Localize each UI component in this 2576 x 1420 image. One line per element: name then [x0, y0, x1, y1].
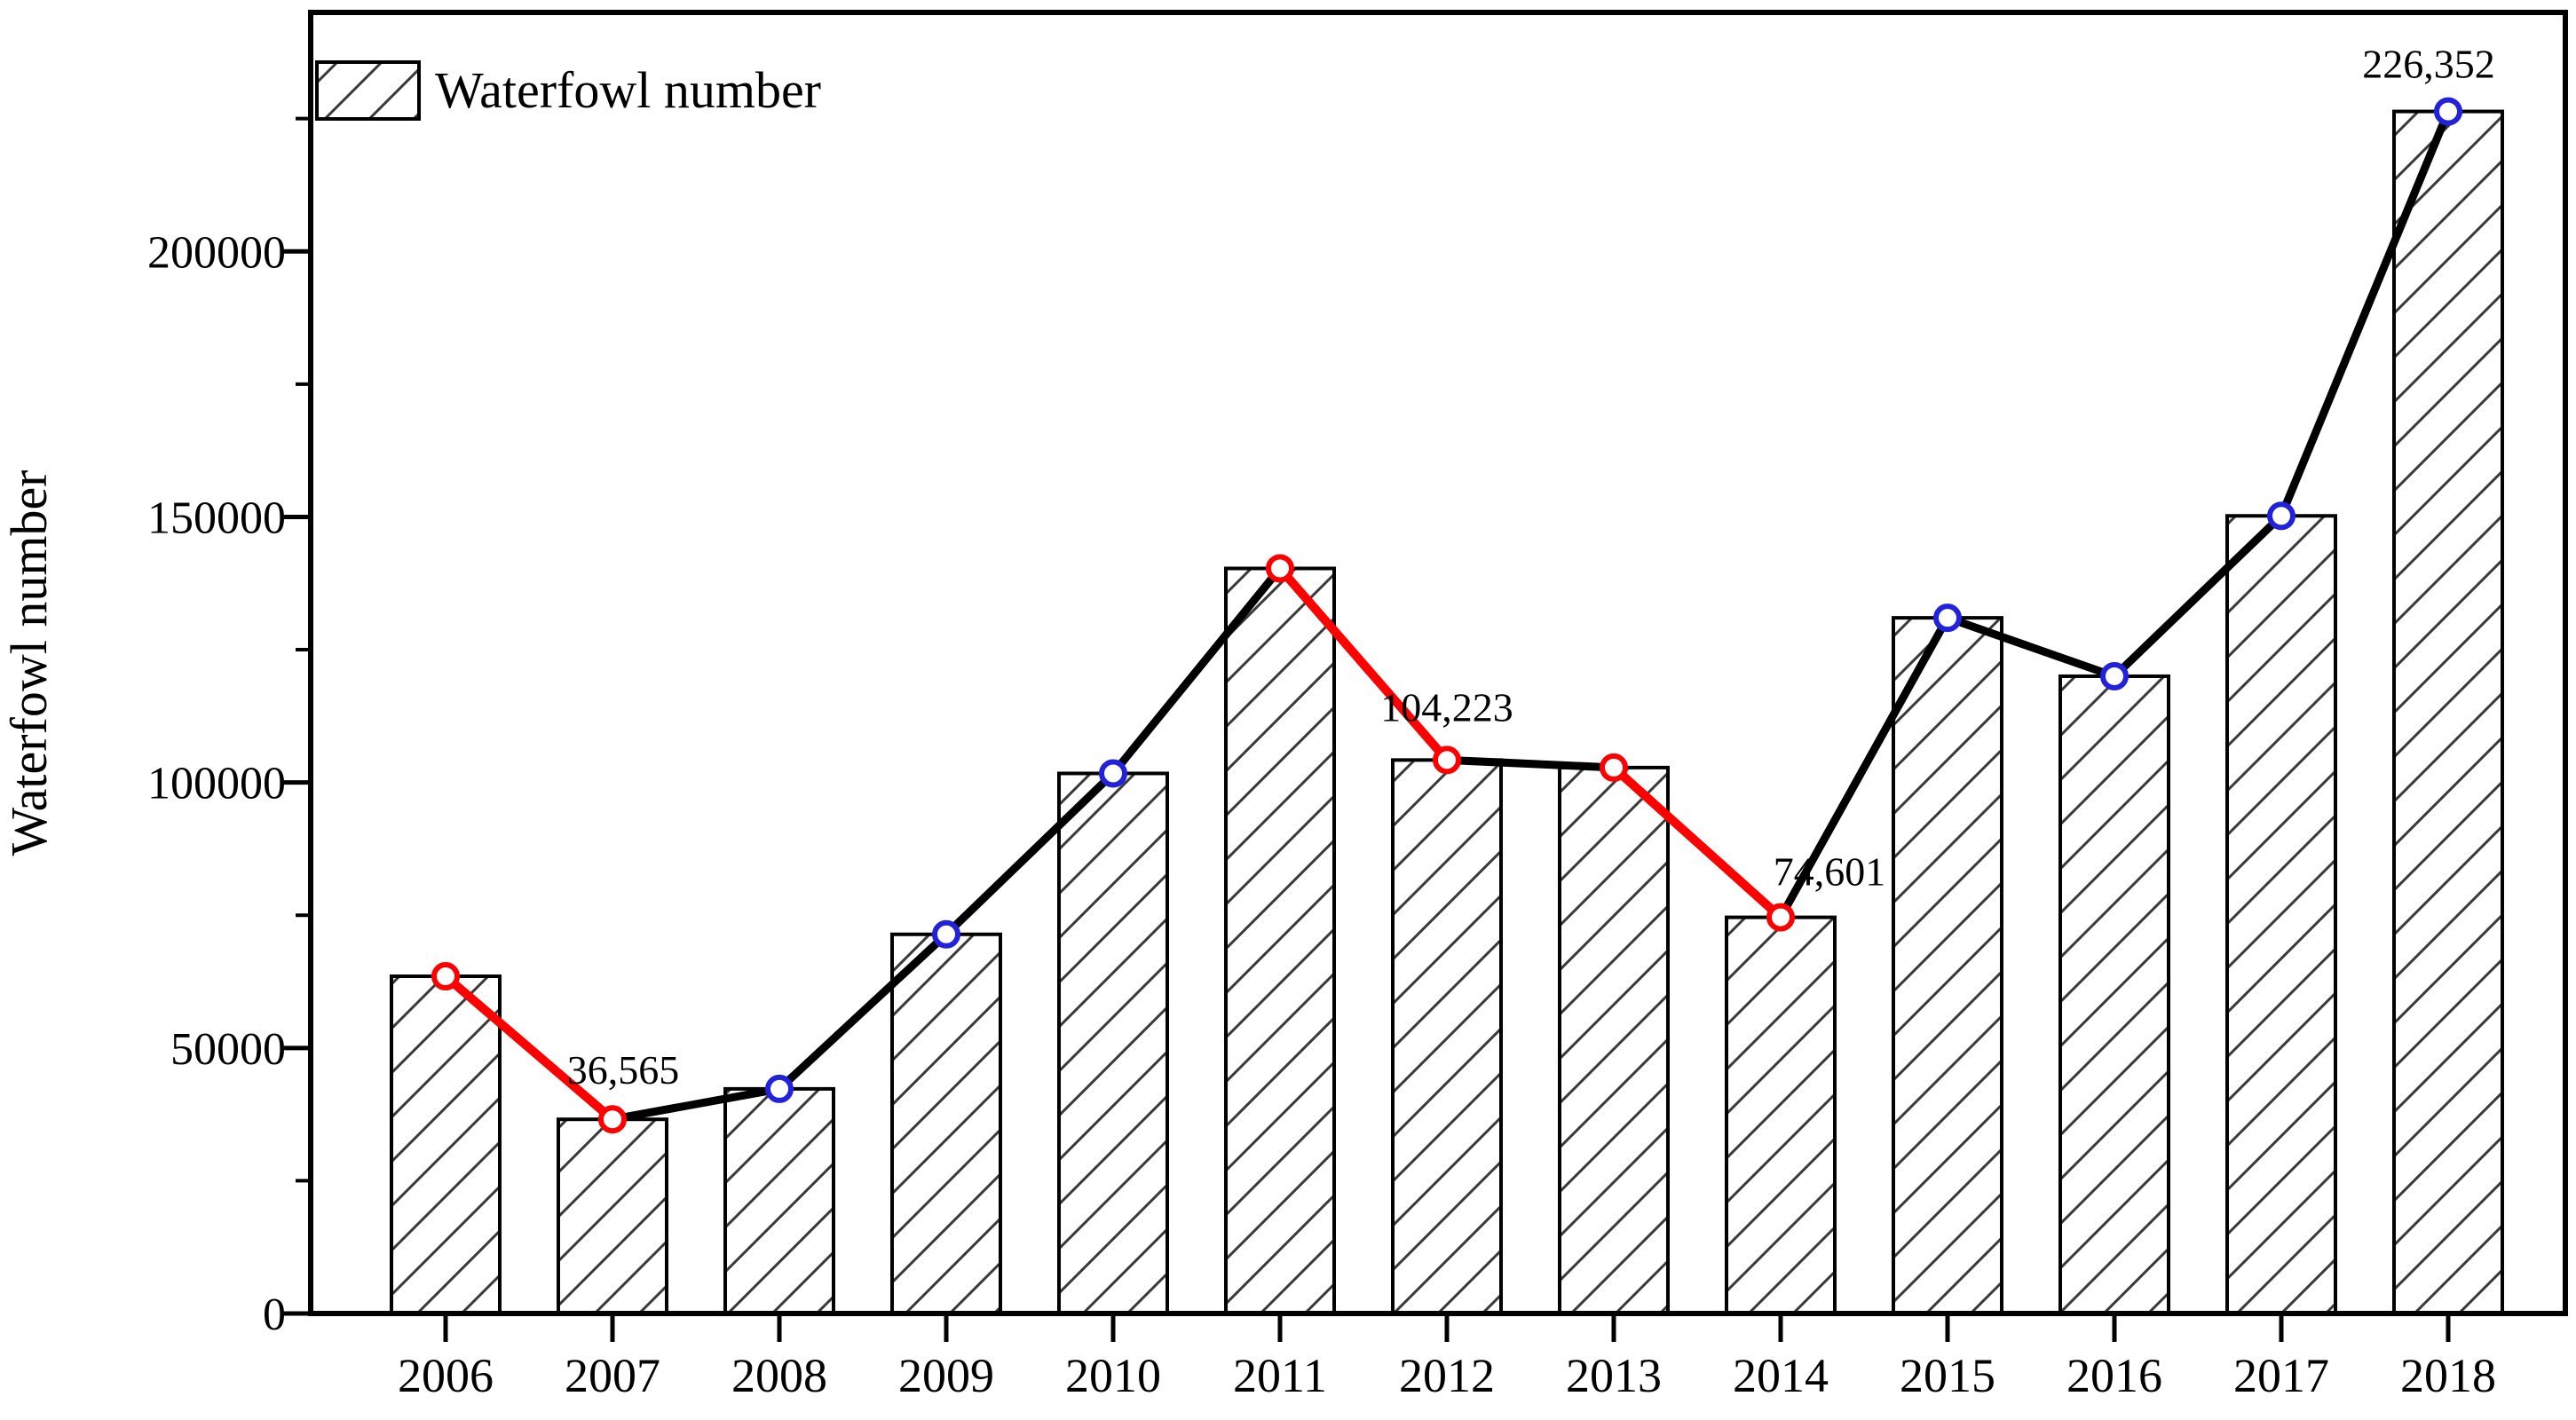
point-label-2012: 104,223 — [1380, 684, 1513, 730]
x-tick-label-2006: 2006 — [398, 1349, 494, 1402]
point-label-2018: 226,352 — [2362, 42, 2495, 87]
trend-segment-2012-2013 — [1442, 755, 1618, 772]
y-tick-label-200000: 200000 — [147, 227, 286, 278]
x-tick-label-2010: 2010 — [1065, 1349, 1161, 1402]
x-tick-label-2011: 2011 — [1233, 1349, 1327, 1402]
y-axis-title: Waterfowl number — [0, 470, 58, 856]
trend-markers — [431, 97, 2462, 1134]
trend-segment-2011-2012 — [1276, 564, 1451, 765]
y-tick-label-50000: 50000 — [170, 1024, 286, 1075]
bar-2006 — [390, 974, 502, 1315]
bar-series — [390, 109, 2504, 1316]
x-tick-label-2017: 2017 — [2233, 1349, 2329, 1402]
bar-2013 — [1558, 765, 1670, 1315]
bar-2018 — [2392, 109, 2504, 1316]
bar-2010 — [1057, 771, 1169, 1315]
trend-segment-2015-2016 — [1943, 613, 2119, 681]
bar-2007 — [557, 1117, 668, 1316]
x-tick-label-2014: 2014 — [1733, 1349, 1829, 1402]
x-tick-label-2008: 2008 — [731, 1349, 827, 1402]
bar-2012 — [1391, 758, 1503, 1315]
legend-swatch-hatched-bar — [315, 60, 421, 121]
data-point-2008 — [765, 1074, 794, 1103]
data-point-2015 — [1933, 604, 1962, 633]
point-label-2014: 74,601 — [1774, 849, 1886, 895]
legend-label: Waterfowl number — [435, 61, 821, 119]
trend-segment-2010-2011 — [1109, 564, 1284, 777]
data-point-2007 — [598, 1105, 627, 1134]
y-tick-label-150000: 150000 — [147, 493, 286, 543]
trend-segment-2013-2014 — [1609, 762, 1785, 922]
trend-segment-2016-2017 — [2110, 511, 2286, 681]
trend-line — [441, 107, 2453, 1124]
plot-frame — [308, 10, 2568, 1316]
y-tick-label-100000: 100000 — [147, 759, 286, 809]
bar-2008 — [723, 1086, 835, 1316]
x-tick-label-2012: 2012 — [1399, 1349, 1495, 1402]
data-point-2010 — [1099, 759, 1127, 788]
x-tick-label-2016: 2016 — [2066, 1349, 2162, 1402]
data-point-2009 — [932, 919, 960, 949]
bar-2011 — [1224, 566, 1336, 1315]
trend-segment-2008-2009 — [775, 930, 951, 1093]
bar-2016 — [2058, 674, 2170, 1315]
trend-segment-2014-2015 — [1776, 613, 1952, 922]
x-tick-label-2015: 2015 — [1900, 1349, 1995, 1402]
data-point-2014 — [1766, 903, 1795, 932]
bar-2015 — [1892, 616, 2003, 1315]
y-tick-label-0: 0 — [263, 1290, 286, 1340]
trend-segment-2007-2008 — [608, 1085, 784, 1124]
y-axis: 0 50000 100000 150000 200000 — [147, 116, 311, 1340]
legend: Waterfowl number — [315, 60, 821, 121]
x-tick-label-2007: 2007 — [565, 1349, 660, 1402]
bar-2017 — [2225, 514, 2337, 1315]
data-point-2012 — [1433, 746, 1461, 775]
x-tick-label-2013: 2013 — [1566, 1349, 1662, 1402]
x-axis: 2006 2007 2008 2009 2010 2011 2012 2013 2014 2015… — [398, 1314, 2496, 1402]
trend-segment-2017-2018 — [2277, 107, 2453, 520]
data-point-2017 — [2267, 501, 2295, 531]
point-labels: 36,565 104,223 74,601 226,352 — [567, 42, 2495, 1093]
data-point-2011 — [1266, 554, 1294, 583]
data-point-2006 — [431, 962, 460, 991]
trend-segment-2009-2010 — [942, 769, 1118, 939]
x-tick-label-2018: 2018 — [2400, 1349, 2496, 1402]
data-point-2016 — [2100, 661, 2129, 690]
data-point-2013 — [1600, 753, 1628, 782]
data-point-2018 — [2434, 97, 2462, 126]
x-tick-label-2009: 2009 — [898, 1349, 994, 1402]
bar-2009 — [890, 932, 1002, 1316]
trend-segment-2006-2007 — [441, 972, 617, 1124]
bar-2014 — [1725, 915, 1837, 1315]
point-label-2007: 36,565 — [567, 1047, 680, 1093]
